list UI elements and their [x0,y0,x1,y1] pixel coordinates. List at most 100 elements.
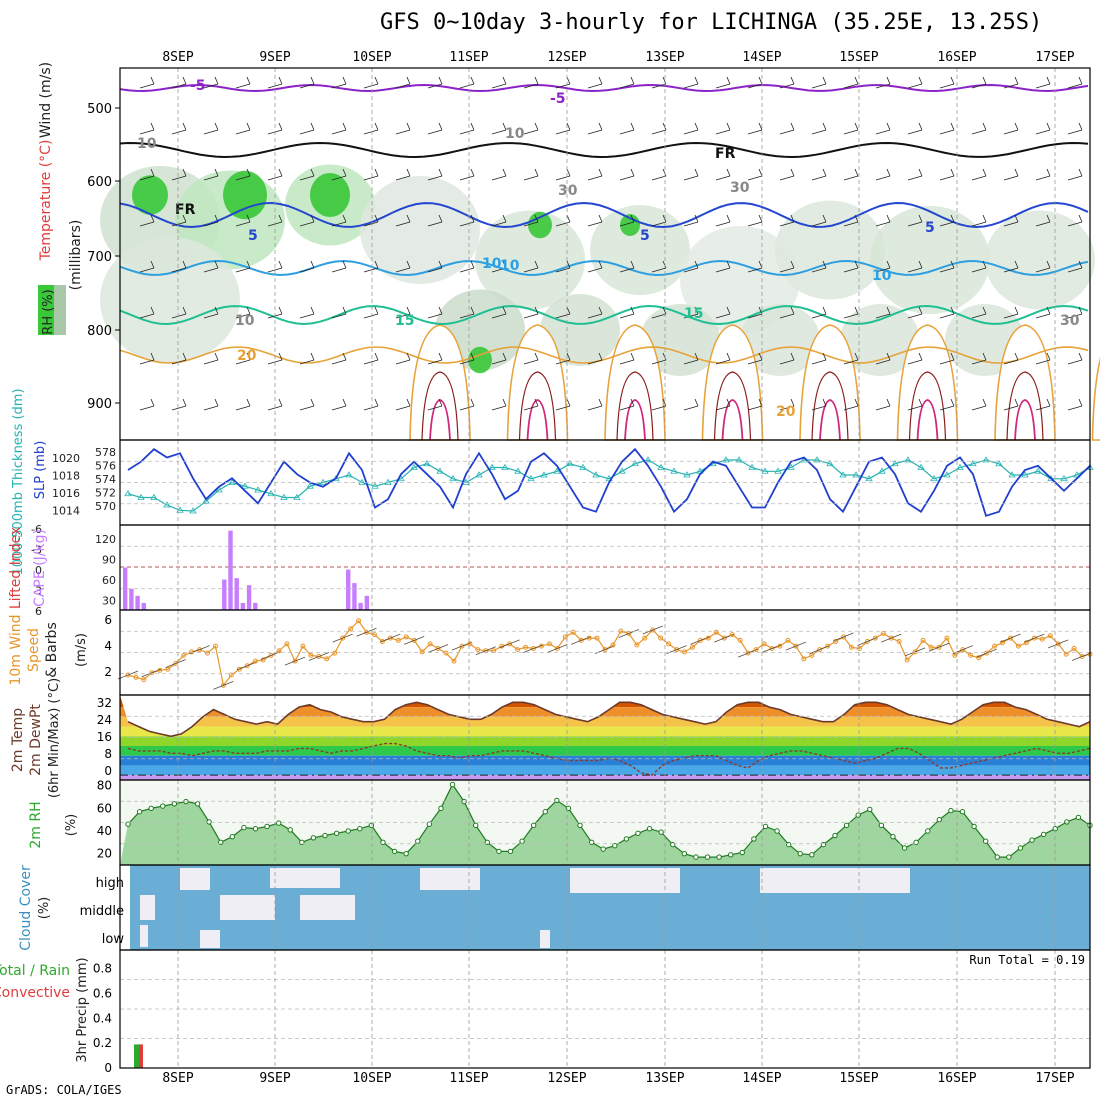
thickness-point [813,456,821,463]
wind-speed-point [817,647,823,653]
cloud-axis-label: Cloud Cover [18,865,34,951]
date-label-top: 12SEP [547,50,586,65]
surface-wind-barb [499,639,520,649]
wind-speed-point [777,643,783,649]
wind-speed-point [149,670,155,676]
upper-wind-barb [363,214,379,227]
thickness-point [228,478,236,485]
upper-wind-barb [811,260,827,273]
rh-point [727,852,734,858]
rh-point [577,822,583,829]
wind-speed-point [753,647,759,653]
contour-label: 15 [684,306,703,322]
upper-wind-barb [587,260,603,273]
wind-speed-point [403,634,409,640]
upper-wind-barb [139,398,155,411]
rh-point [530,822,537,829]
rh-point [473,822,479,829]
upper-wind-barb [523,214,539,227]
thickness-point [774,467,782,474]
thickness-tick-label: 570 [95,500,116,513]
thickness-point [878,467,886,474]
rh-shading [840,304,920,376]
upper-wind-barb [203,398,219,411]
upper-wind-barb [171,398,187,411]
cape-bar [234,578,239,610]
wind-speed-point [729,632,735,638]
date-label-bottom: 10SEP [352,1071,391,1086]
upper-wind-barb [971,260,987,273]
thickness-point [969,459,977,467]
wind-speed-point [1055,641,1061,647]
upper-wind-barb [331,260,347,273]
wind-speed-point [379,639,385,645]
upper-wind-barb [779,214,795,227]
date-label-bottom: 15SEP [839,1071,878,1086]
rh-shading [590,205,690,295]
temp-line [127,701,1091,738]
cape-bar [246,585,252,610]
upper-wind-barb [235,306,251,319]
upper-wind-barb [939,260,955,273]
rh-point [693,854,699,860]
wind-speed-point [356,618,362,624]
cape-bar [129,588,134,610]
upper-wind-barb [523,352,539,365]
rh-point [867,806,873,813]
surface-wind-barb [332,633,353,643]
temp-color-band [120,716,1090,727]
precip-conv-bar [139,1044,143,1068]
upper-wind-barb [683,260,699,273]
contour-label: 30 [730,180,750,196]
precip-tick-label: 0.8 [93,962,112,976]
surface-wind-barb [976,648,997,658]
thickness-point [241,482,249,489]
wind-speed-point [443,650,449,656]
dewpoint-line [127,742,1091,776]
wind-speed-point [793,643,799,649]
upper-wind-barb [427,168,443,181]
rh-point [264,823,270,830]
thickness-tick-label: 572 [95,487,116,500]
rh-point [275,820,282,826]
wind-speed-point [705,635,711,641]
thickness-point [293,493,301,500]
wind-barbs-axis-label: & Barbs [44,622,60,678]
upper-wind-barb [811,398,827,411]
cloud-clear-block [300,895,355,920]
rh-point [1040,831,1047,838]
date-label-bottom: 9SEP [259,1071,290,1086]
wind-speed-point [260,657,266,663]
temp-color-band [120,746,1090,756]
wind-speed-point [1047,633,1053,639]
wind-speed-point [157,667,163,673]
rh-point [774,828,780,834]
rh-point [890,833,896,840]
rh-tick-label: 20 [97,847,112,861]
rh-point [194,801,201,807]
upper-wind-barb [299,168,315,181]
upper-wind-barb [683,76,699,89]
upper-wind-barb [171,168,187,181]
temperature-axis-label: Temperature (°C) [38,140,54,262]
upper-wind-barb [939,398,955,411]
upper-wind-barb [907,168,923,181]
upper-wind-barb [907,214,923,227]
wind-speed-point [912,649,918,655]
precip-total-legend: Total / Rain [0,963,70,979]
slp-tick-label: 1018 [52,470,80,483]
contour-label: 10 [482,256,502,272]
precip-tick-label: 0.6 [93,986,112,1000]
upper-wind-barb [715,352,731,365]
wind-speed-point [682,649,688,655]
upper-wind-barb [363,122,379,135]
upper-wind-barb [139,76,155,89]
thickness-point [826,459,834,467]
upper-wind-barb [939,214,955,227]
upper-wind-barb [203,352,219,365]
thickness-point [319,478,327,485]
li-axis-label: Lifted Index [8,527,24,609]
wind-speed-point [769,645,775,651]
upper-wind-barb [651,352,667,365]
